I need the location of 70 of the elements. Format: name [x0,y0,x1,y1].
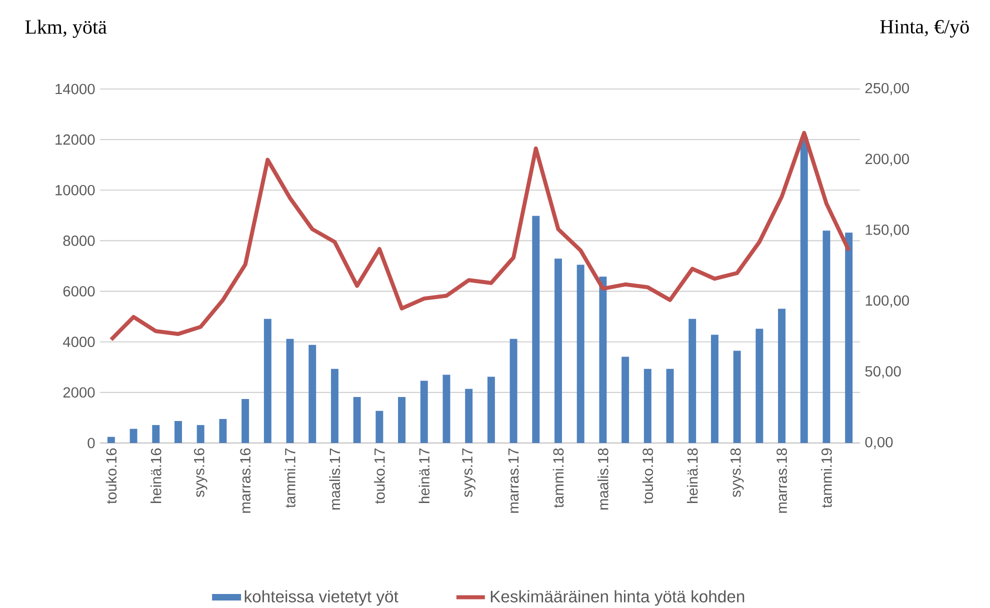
y2-axis-title: Hinta, €/yö [880,20,969,38]
y2-tick-label: 200,00 [865,154,909,166]
x-tick-label: heinä.18 [686,448,698,503]
x-tick-label: syys.16 [194,448,208,498]
bar [264,318,272,443]
y2-tick-label: 0,00 [865,436,893,450]
x-tick-label: heinä.16 [150,448,162,503]
bar [599,276,607,443]
bar [442,374,450,443]
bar [152,425,160,443]
y2-tick-label: 150,00 [866,224,909,237]
bar [286,338,294,443]
y2-tick-label: 50,00 [865,366,901,378]
legend-label: kohteissa vietetyt yöt [244,590,398,606]
x-tick-label: marras.18 [776,448,787,513]
bar [510,338,518,443]
y-tick-label: 8000 [63,236,95,246]
bar [778,308,786,443]
y-tick-label: 12000 [56,134,95,145]
bar [644,368,652,443]
x-tick-label: marras.16 [240,448,250,513]
bar [666,368,674,443]
x-tick-label: tammi.17 [284,448,296,508]
bar [196,425,204,443]
bar [554,258,562,443]
x-tick-label: syys.17 [462,448,476,498]
x-tick-label: touko.16 [106,448,117,504]
bar [420,380,428,443]
x-tick-label: heinä.17 [418,448,430,503]
bar [845,232,853,443]
bar [622,356,630,443]
bar [822,230,830,443]
y-tick-label: 14000 [56,84,95,94]
bar [800,137,808,443]
bar [756,328,764,443]
bar [465,388,473,443]
bar [174,421,182,443]
bar [576,264,584,443]
bar [308,344,316,443]
bar [532,216,540,443]
x-tick-label: tammi.18 [552,448,564,508]
bar [219,418,227,443]
x-tick-label: maalis.18 [598,448,608,510]
x-tick-label: marras.17 [508,448,519,513]
bar [733,350,741,443]
bar [688,318,696,443]
line-series [109,130,851,342]
x-tick-label: syys.18 [730,448,744,498]
bar [398,396,406,443]
bar [107,436,115,443]
bar [242,399,250,443]
bar [330,368,338,443]
y-tick-label: 10000 [56,184,95,196]
y-tick-label: 2000 [63,387,95,398]
y2-tick-label: 100,00 [866,295,909,308]
x-tick-label: tammi.19 [821,448,832,508]
bar [710,334,718,443]
bar [353,396,361,443]
bar [487,376,495,443]
x-tick-label: touko.17 [374,448,385,504]
y-tick-label: 6000 [63,286,95,296]
y-axis-title: Lkm, yötä [25,20,107,38]
y2-tick-label: 250,00 [865,82,909,96]
legend-label: Keskimääräinen hinta yötä kohden [490,590,744,606]
bar [376,410,384,443]
bar [130,428,138,443]
y-tick-label: 0 [88,438,95,448]
x-tick-label: touko.18 [642,448,654,504]
x-tick-label: maalis.17 [329,448,340,510]
y-tick-label: 4000 [62,336,95,348]
